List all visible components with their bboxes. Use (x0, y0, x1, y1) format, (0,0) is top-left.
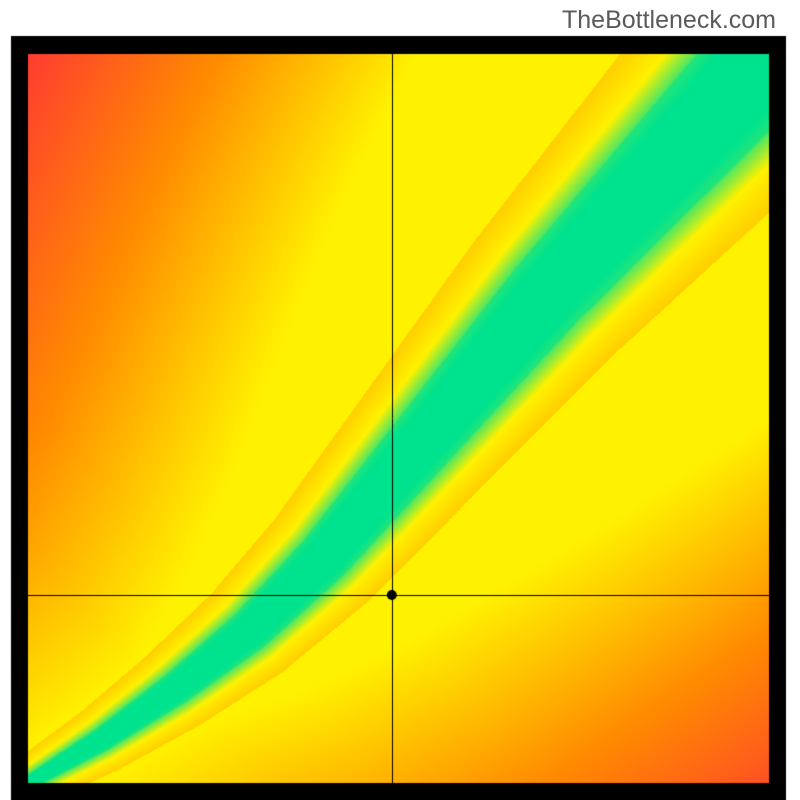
watermark-text: TheBottleneck.com (562, 6, 776, 35)
bottleneck-heatmap (0, 0, 800, 800)
